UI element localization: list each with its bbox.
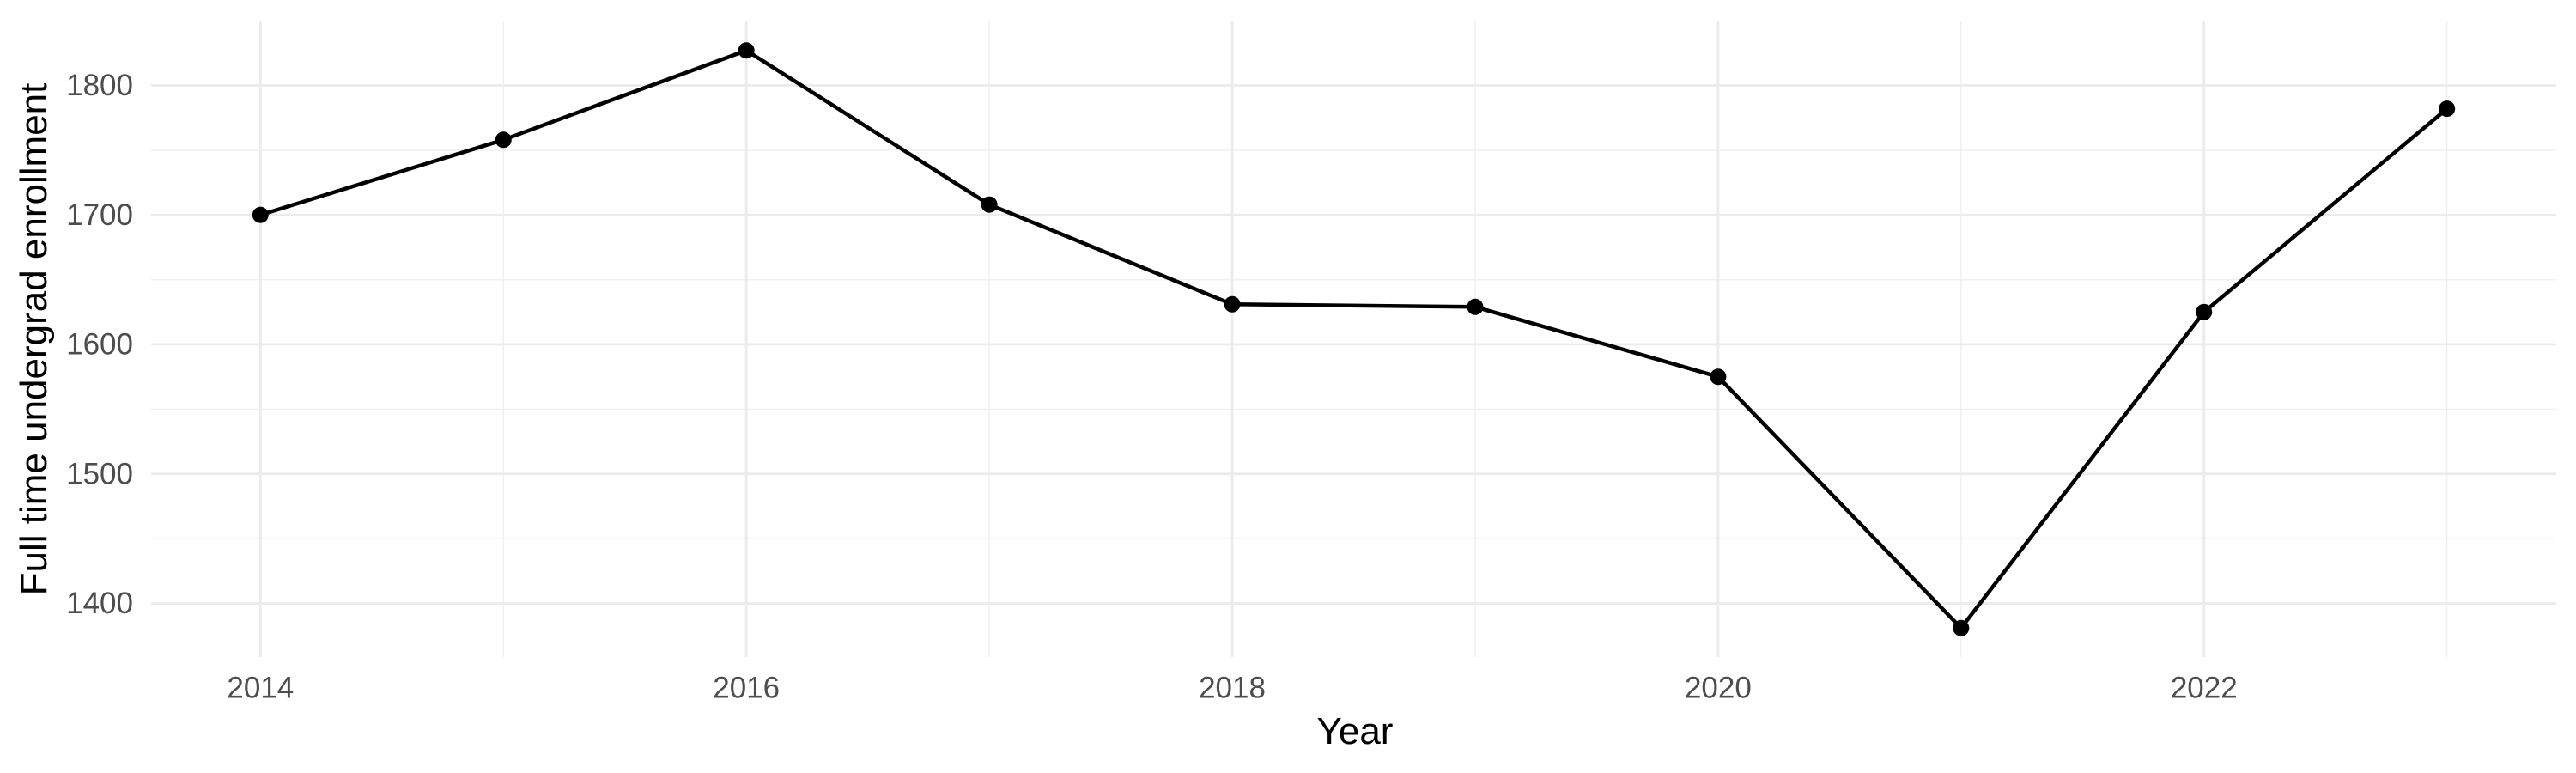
data-point-2014 xyxy=(252,206,269,223)
data-point-2022 xyxy=(2196,303,2213,320)
data-point-2021 xyxy=(1953,619,1970,636)
y-tick-label: 1700 xyxy=(66,198,133,232)
data-point-2023 xyxy=(2439,100,2456,118)
x-tick-label: 2014 xyxy=(227,672,294,705)
data-point-2019 xyxy=(1467,298,1484,315)
data-point-2018 xyxy=(1224,295,1241,313)
y-tick-label: 1500 xyxy=(66,457,133,490)
y-axis-title: Full time undergrad enrollment xyxy=(13,82,55,596)
data-point-2020 xyxy=(1710,368,1727,386)
y-tick-label: 1400 xyxy=(66,587,133,620)
data-point-2016 xyxy=(738,42,755,59)
y-tick-label: 1800 xyxy=(66,69,133,102)
y-tick-label: 1600 xyxy=(66,328,133,362)
data-point-2015 xyxy=(495,131,512,149)
x-tick-label: 2022 xyxy=(2171,672,2238,705)
x-tick-label: 2020 xyxy=(1685,672,1752,705)
x-tick-label: 2018 xyxy=(1199,672,1266,705)
data-point-2017 xyxy=(981,196,998,213)
x-axis-title: Year xyxy=(1316,710,1394,752)
enrollment-series-line xyxy=(258,48,2449,630)
x-tick-label: 2016 xyxy=(713,672,780,705)
